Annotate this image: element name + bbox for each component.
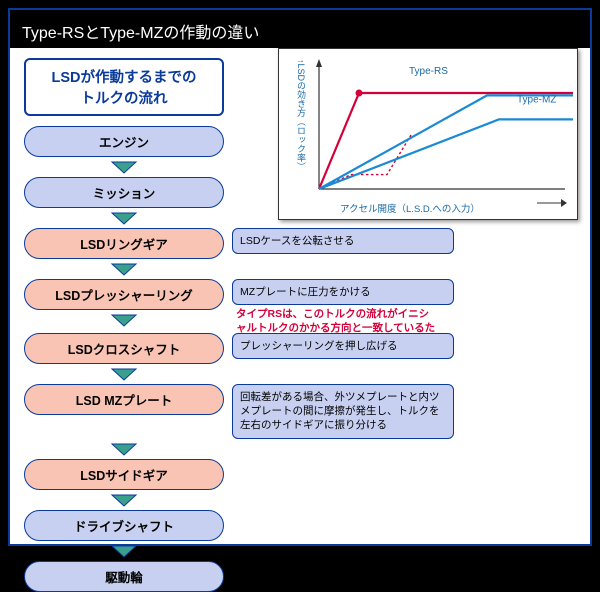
flow-node: LSDリングギア (24, 228, 224, 259)
flow-node: エンジン (24, 126, 224, 157)
flow-node-desc: 回転差がある場合、外ツメプレートと内ツメプレートの間に摩擦が発生し、トルクを左右… (232, 384, 454, 439)
chart-x-arrow-icon (537, 194, 567, 212)
chart-svg: Type-RS Type-MZ (285, 55, 573, 215)
flow-node: 駆動輪 (24, 561, 224, 592)
flow-arrow-icon (24, 493, 224, 507)
flow-node: ミッション (24, 177, 224, 208)
chart-series-label: Type-MZ (517, 95, 556, 106)
lsd-chart: Type-RS Type-MZ ↑LSDの効き方（ロック率） アクセル開度（L.S… (278, 48, 578, 220)
subtitle-box: LSDが作動するまでの トルクの流れ (24, 58, 224, 116)
page-title: Type-RSとType-MZの作動の違い (10, 10, 590, 43)
flowchart: エンジンミッションLSDリングギアLSDケースを公転させるLSDプレッシャーリン… (24, 126, 224, 592)
flow-node: LSDサイドギア (24, 459, 224, 490)
flow-node-desc: LSDケースを公転させる (232, 228, 454, 254)
flow-arrow-icon (24, 211, 224, 225)
flow-row: LSDリングギア LSDケースを公転させる (24, 228, 454, 259)
flow-arrow-icon (24, 262, 224, 276)
flow-arrow-icon (24, 442, 224, 456)
flow-node: LSDクロスシャフト (24, 333, 224, 364)
chart-xlabel: アクセル開度（L.S.D.への入力） (340, 201, 480, 215)
flow-row: ドライブシャフト (24, 510, 454, 541)
flow-arrow-icon (24, 367, 224, 381)
flow-node-desc: MZプレートに圧力をかける (232, 279, 454, 305)
flow-row: LSDクロスシャフトプレッシャーリングを押し広げる (24, 333, 454, 364)
chart-series-label: Type-RS (409, 66, 448, 77)
flow-arrow-icon (24, 160, 224, 174)
flow-node: LSDプレッシャーリング (24, 279, 224, 310)
flow-arrow-icon (24, 544, 224, 558)
flow-node-desc: プレッシャーリングを押し広げる (232, 333, 454, 359)
flow-row: LSD MZプレート回転差がある場合、外ツメプレートと内ツメプレートの間に摩擦が… (24, 384, 454, 439)
flow-row: LSDプレッシャーリング MZプレートに圧力をかける (24, 279, 454, 310)
flow-row: LSDサイドギア (24, 459, 454, 490)
chart-ylabel: ↑LSDの効き方（ロック率） (291, 59, 305, 171)
subtitle-line2: トルクの流れ (34, 87, 214, 108)
diagram-frame: Type-RSとType-MZの作動の違い LSDが作動するまでの トルクの流れ… (8, 8, 592, 546)
flow-arrow-icon (24, 313, 224, 327)
flow-node: ドライブシャフト (24, 510, 224, 541)
flow-row: 駆動輪 (24, 561, 454, 592)
flow-node: LSD MZプレート (24, 384, 224, 415)
subtitle-line1: LSDが作動するまでの (34, 66, 214, 87)
